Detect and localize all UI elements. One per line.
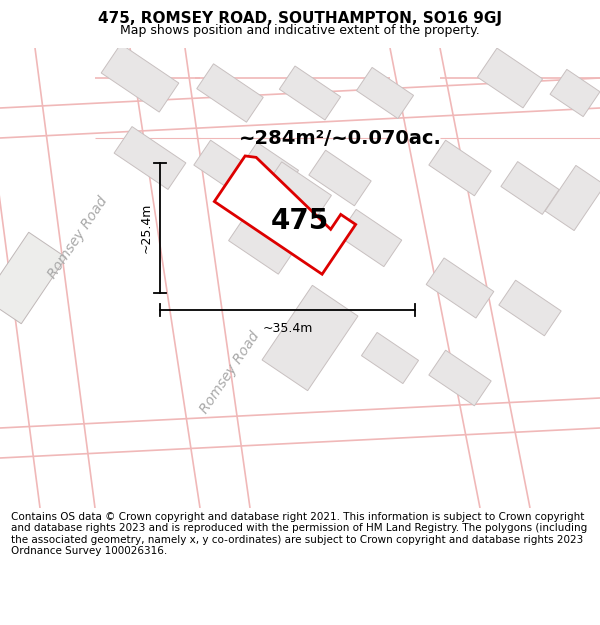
Polygon shape — [361, 332, 419, 384]
Polygon shape — [499, 280, 561, 336]
Polygon shape — [229, 162, 331, 274]
Polygon shape — [241, 142, 299, 194]
Polygon shape — [426, 258, 494, 318]
Text: ~35.4m: ~35.4m — [262, 321, 313, 334]
Text: ~284m²/~0.070ac.: ~284m²/~0.070ac. — [239, 129, 442, 148]
Polygon shape — [550, 69, 600, 117]
Polygon shape — [194, 140, 256, 196]
Polygon shape — [429, 140, 491, 196]
Polygon shape — [356, 68, 413, 119]
Polygon shape — [545, 166, 600, 231]
Text: 475, ROMSEY ROAD, SOUTHAMPTON, SO16 9GJ: 475, ROMSEY ROAD, SOUTHAMPTON, SO16 9GJ — [98, 11, 502, 26]
Polygon shape — [197, 64, 263, 122]
Polygon shape — [309, 150, 371, 206]
Text: Romsey Road: Romsey Road — [46, 194, 110, 281]
Polygon shape — [214, 156, 356, 274]
Text: ~25.4m: ~25.4m — [139, 202, 152, 253]
Polygon shape — [262, 286, 358, 391]
Polygon shape — [0, 232, 66, 324]
Polygon shape — [501, 162, 559, 214]
Polygon shape — [101, 44, 179, 112]
Text: Map shows position and indicative extent of the property.: Map shows position and indicative extent… — [120, 24, 480, 38]
Text: 475: 475 — [271, 207, 329, 235]
Polygon shape — [429, 350, 491, 406]
Polygon shape — [478, 48, 542, 108]
Polygon shape — [338, 209, 402, 267]
Text: Romsey Road: Romsey Road — [197, 329, 262, 416]
Polygon shape — [114, 126, 186, 189]
Polygon shape — [280, 66, 341, 120]
Text: Contains OS data © Crown copyright and database right 2021. This information is : Contains OS data © Crown copyright and d… — [11, 511, 587, 556]
